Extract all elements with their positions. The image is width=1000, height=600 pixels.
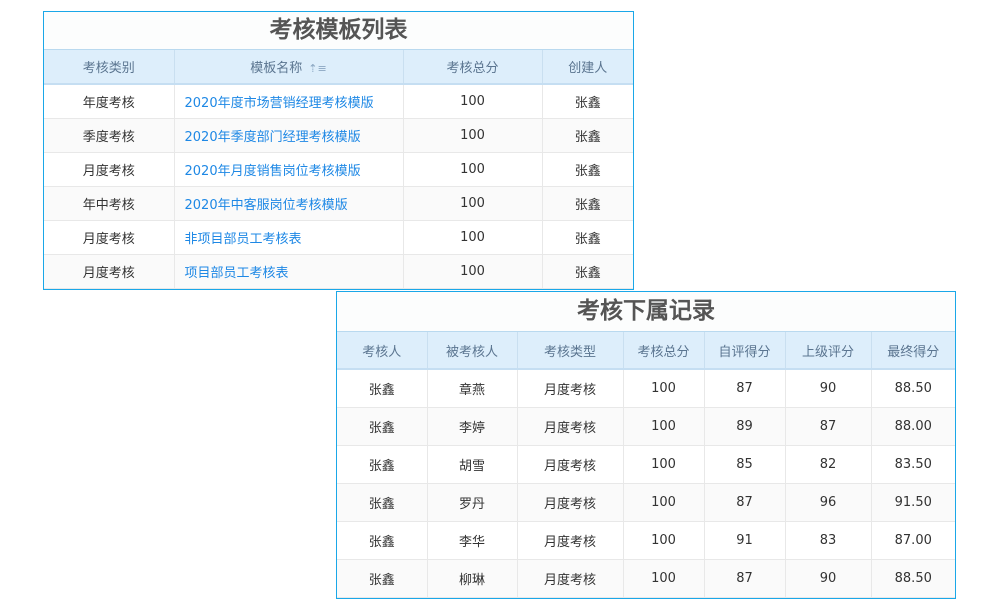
table-row: 张鑫 李华 月度考核 100 91 83 87.00: [337, 521, 955, 560]
self-score-cell: 87: [704, 483, 786, 522]
template-name-link[interactable]: 2020年季度部门经理考核模版: [174, 118, 404, 153]
subordinate-records-panel: 考核下属记录 考核人 被考核人 考核类型 考核总分 自评得分 上级评分 最终得分 张鑫 章燕月…: [336, 291, 956, 599]
type-cell: 月度考核: [517, 407, 624, 446]
creator-cell: 张鑫: [542, 118, 633, 153]
template-list-panel: 考核模板列表 考核类别 模板名称 ⇡≡ 考核总分 创建人 年度考核 2020年度市场…: [43, 11, 634, 290]
assessee-cell: 胡雪: [427, 445, 518, 484]
superior-score-cell: 90: [785, 559, 872, 598]
records-title: 考核下属记录: [337, 292, 955, 332]
table-row: 张鑫 柳琳 月度考核 100 87 90 88.50: [337, 559, 955, 598]
category-cell: 年度考核: [44, 84, 175, 119]
total-cell: 100: [623, 521, 705, 560]
total-cell: 100: [403, 186, 543, 221]
total-cell: 100: [403, 84, 543, 119]
column-header-creator[interactable]: 创建人: [542, 50, 633, 85]
table-row: 月度考核 2020年月度销售岗位考核模版 100 张鑫: [44, 152, 633, 187]
superior-score-cell: 83: [785, 521, 872, 560]
type-cell: 月度考核: [517, 445, 624, 484]
total-cell: 100: [403, 220, 543, 255]
type-cell: 月度考核: [517, 369, 624, 408]
column-header-superior-score[interactable]: 上级评分: [785, 332, 872, 370]
creator-cell: 张鑫: [542, 254, 633, 289]
creator-cell: 张鑫: [542, 84, 633, 119]
assessor-cell: 张鑫: [337, 559, 428, 598]
template-table-header: 考核类别 模板名称 ⇡≡ 考核总分 创建人: [44, 50, 633, 85]
final-score-cell: 88.00: [871, 407, 955, 446]
type-cell: 月度考核: [517, 559, 624, 598]
assessor-cell: 张鑫: [337, 521, 428, 560]
template-name-link[interactable]: 2020年度市场营销经理考核模版: [174, 84, 404, 119]
table-row: 年度考核 2020年度市场营销经理考核模版 100 张鑫: [44, 84, 633, 119]
superior-score-cell: 96: [785, 483, 872, 522]
sort-icon[interactable]: ⇡≡: [308, 62, 327, 75]
template-table: 考核类别 模板名称 ⇡≡ 考核总分 创建人 年度考核 2020年度市场营销经理考核模…: [44, 50, 633, 289]
assessee-cell: 李婷: [427, 407, 518, 446]
column-header-final-score[interactable]: 最终得分: [871, 332, 955, 370]
template-name-link[interactable]: 非项目部员工考核表: [174, 220, 404, 255]
column-header-name[interactable]: 模板名称 ⇡≡: [174, 50, 404, 85]
table-row: 月度考核 项目部员工考核表 100 张鑫: [44, 254, 633, 289]
assessee-cell: 章燕: [427, 369, 518, 408]
column-header-assessor[interactable]: 考核人: [337, 332, 428, 370]
self-score-cell: 87: [704, 369, 786, 408]
creator-cell: 张鑫: [542, 186, 633, 221]
creator-cell: 张鑫: [542, 220, 633, 255]
assessor-cell: 张鑫: [337, 369, 428, 408]
assessee-cell: 罗丹: [427, 483, 518, 522]
column-header-category[interactable]: 考核类别: [44, 50, 175, 85]
assessor-cell: 张鑫: [337, 483, 428, 522]
self-score-cell: 87: [704, 559, 786, 598]
final-score-cell: 88.50: [871, 559, 955, 598]
assessor-cell: 张鑫: [337, 407, 428, 446]
category-cell: 季度考核: [44, 118, 175, 153]
template-name-link[interactable]: 2020年月度销售岗位考核模版: [174, 152, 404, 187]
column-header-type[interactable]: 考核类型: [517, 332, 624, 370]
column-header-total[interactable]: 考核总分: [403, 50, 543, 85]
assessee-cell: 李华: [427, 521, 518, 560]
column-header-assessee[interactable]: 被考核人: [427, 332, 518, 370]
table-row: 张鑫 章燕 月度考核 100 87 90 88.50: [337, 369, 955, 408]
final-score-cell: 83.50: [871, 445, 955, 484]
superior-score-cell: 82: [785, 445, 872, 484]
table-row: 张鑫 胡雪 月度考核 100 85 82 83.50: [337, 445, 955, 484]
template-list-title: 考核模板列表: [44, 12, 633, 50]
category-cell: 月度考核: [44, 254, 175, 289]
template-name-link[interactable]: 2020年中客服岗位考核模版: [174, 186, 404, 221]
total-cell: 100: [623, 445, 705, 484]
self-score-cell: 89: [704, 407, 786, 446]
table-row: 张鑫 李婷 月度考核 100 89 87 88.00: [337, 407, 955, 446]
type-cell: 月度考核: [517, 483, 624, 522]
total-cell: 100: [403, 118, 543, 153]
assessor-cell: 张鑫: [337, 445, 428, 484]
table-row: 张鑫 罗丹 月度考核 100 87 96 91.50: [337, 483, 955, 522]
category-cell: 月度考核: [44, 220, 175, 255]
records-table-header: 考核人 被考核人 考核类型 考核总分 自评得分 上级评分 最终得分: [337, 332, 955, 370]
creator-cell: 张鑫: [542, 152, 633, 187]
type-cell: 月度考核: [517, 521, 624, 560]
final-score-cell: 87.00: [871, 521, 955, 560]
template-name-link[interactable]: 项目部员工考核表: [174, 254, 404, 289]
total-cell: 100: [403, 254, 543, 289]
final-score-cell: 91.50: [871, 483, 955, 522]
superior-score-cell: 90: [785, 369, 872, 408]
assessee-cell: 柳琳: [427, 559, 518, 598]
total-cell: 100: [623, 369, 705, 408]
table-row: 年中考核 2020年中客服岗位考核模版 100 张鑫: [44, 186, 633, 221]
total-cell: 100: [403, 152, 543, 187]
total-cell: 100: [623, 407, 705, 446]
total-cell: 100: [623, 559, 705, 598]
self-score-cell: 85: [704, 445, 786, 484]
table-row: 月度考核 非项目部员工考核表 100 张鑫: [44, 220, 633, 255]
column-header-self-score[interactable]: 自评得分: [704, 332, 786, 370]
category-cell: 年中考核: [44, 186, 175, 221]
records-table: 考核人 被考核人 考核类型 考核总分 自评得分 上级评分 最终得分 张鑫 章燕 月度考核 100 8…: [337, 332, 955, 598]
self-score-cell: 91: [704, 521, 786, 560]
final-score-cell: 88.50: [871, 369, 955, 408]
table-row: 季度考核 2020年季度部门经理考核模版 100 张鑫: [44, 118, 633, 153]
category-cell: 月度考核: [44, 152, 175, 187]
total-cell: 100: [623, 483, 705, 522]
column-header-total[interactable]: 考核总分: [623, 332, 705, 370]
superior-score-cell: 87: [785, 407, 872, 446]
column-header-name-label: 模板名称: [250, 61, 303, 76]
